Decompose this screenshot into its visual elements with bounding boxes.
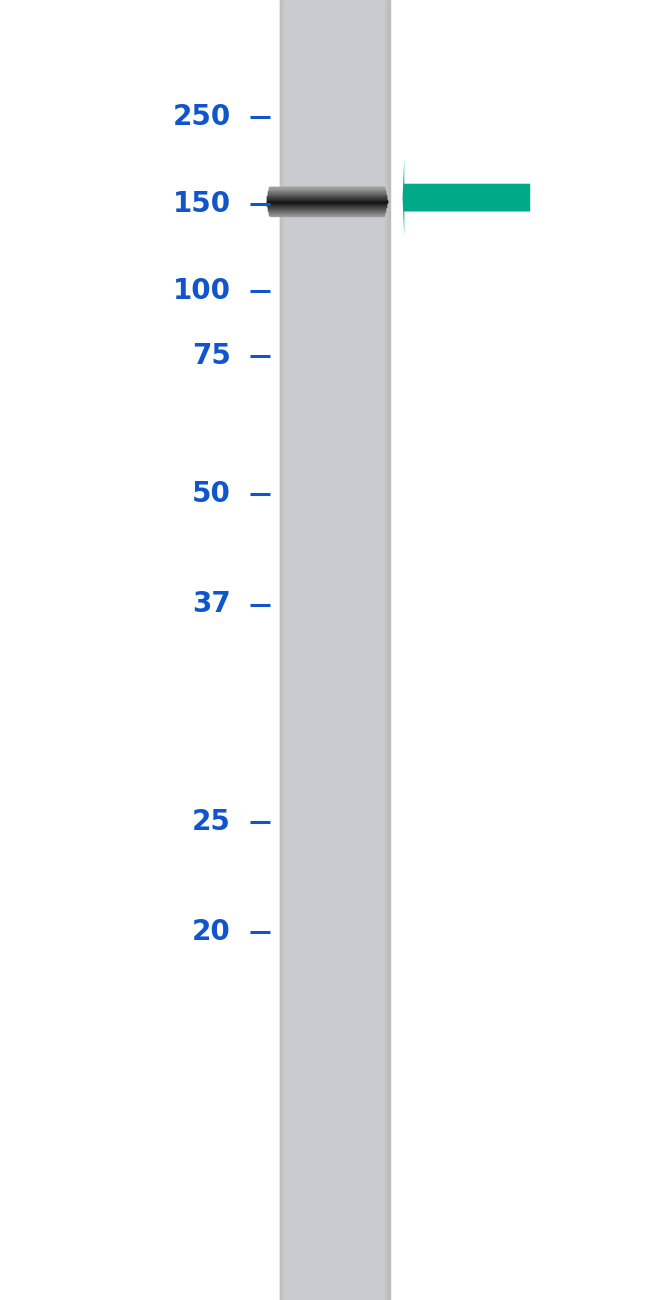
Text: 20: 20	[192, 918, 231, 946]
Text: 75: 75	[192, 342, 231, 370]
Text: 150: 150	[173, 190, 231, 218]
Bar	[285, 0, 385, 1300]
Text: 37: 37	[192, 590, 231, 619]
Text: 25: 25	[192, 807, 231, 836]
Text: 250: 250	[172, 103, 231, 131]
Text: 100: 100	[173, 277, 231, 305]
Text: 50: 50	[192, 480, 231, 508]
